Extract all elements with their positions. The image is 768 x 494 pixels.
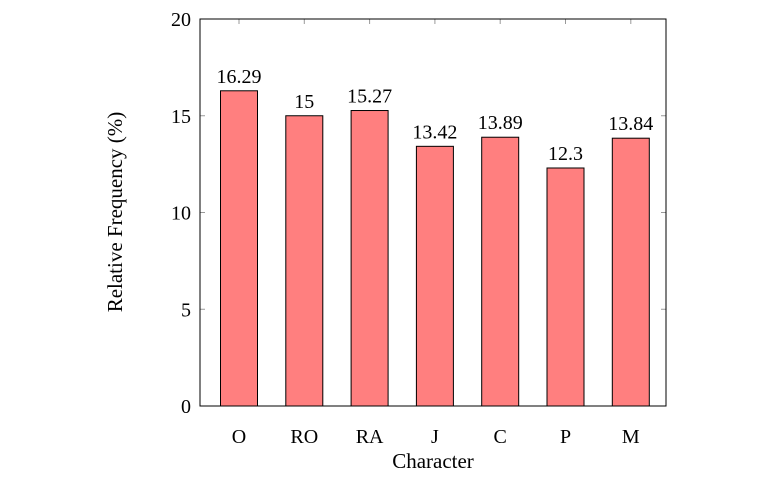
bar-value-label: 13.89 [478, 112, 523, 134]
y-tick-label: 15 [171, 106, 191, 128]
bar-M [611, 137, 650, 407]
bar-value-label: 13.84 [608, 113, 653, 135]
y-tick-label: 20 [171, 9, 191, 31]
bar-RO [285, 115, 324, 407]
x-tick-label: C [494, 426, 507, 448]
bar-value-label: 15 [294, 91, 314, 113]
x-tick-label: P [560, 426, 571, 448]
bar-value-label: 16.29 [217, 66, 262, 88]
bar-value-label: 13.42 [412, 121, 457, 143]
bar-P [546, 167, 585, 407]
x-tick-label: M [622, 426, 640, 448]
bar-value-label: 12.3 [548, 143, 583, 165]
y-tick-label: 5 [181, 299, 191, 321]
bar-O [220, 90, 258, 407]
x-tick-label: O [232, 426, 246, 448]
bar-J [415, 145, 454, 407]
bar-value-label: 15.27 [347, 86, 392, 108]
x-axis-label: Character [392, 449, 474, 473]
bars [220, 90, 650, 407]
bar-C [481, 136, 520, 407]
x-tick-label: RA [356, 426, 384, 448]
bar-value-labels: 16.29 15 15.27 13.42 13.89 12.3 13.84 [217, 66, 654, 165]
y-tick-label: 10 [171, 203, 191, 225]
y-tick-labels: 0 5 10 15 20 [171, 9, 191, 418]
x-tick-label: J [431, 426, 439, 448]
x-tick-label: RO [290, 426, 318, 448]
plot-frame [199, 18, 667, 407]
y-axis-label: Relative Frequency (%) [103, 112, 127, 313]
bar-RA [350, 110, 389, 407]
x-tick-labels: O RO RA J C P M [232, 426, 640, 448]
y-tick-label: 0 [181, 396, 191, 418]
